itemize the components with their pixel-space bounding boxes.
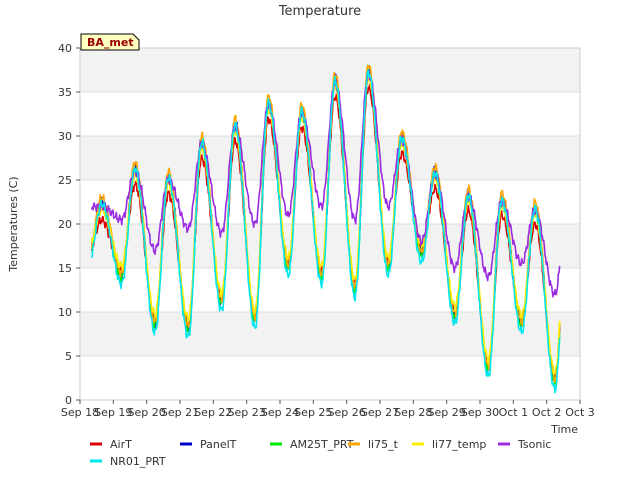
- legend-label: NR01_PRT: [110, 455, 166, 468]
- y-tick-label: 5: [65, 350, 72, 363]
- x-tick-label: Sep 27: [361, 406, 399, 419]
- legend-item-tsonic: Tsonic: [498, 438, 551, 451]
- station-badge: BA_met: [80, 33, 140, 51]
- x-tick-label: Sep 21: [161, 406, 199, 419]
- y-tick-label: 25: [58, 174, 72, 187]
- x-tick-label: Sep 30: [461, 406, 499, 419]
- x-tick-label: Oct 2: [532, 406, 562, 419]
- x-tick-label: Sep 23: [228, 406, 266, 419]
- x-tick-label: Sep 18: [61, 406, 99, 419]
- x-tick-label: Sep 20: [128, 406, 166, 419]
- plot-band: [80, 48, 580, 92]
- series-lines: [90, 64, 561, 394]
- series-line-tsonic: [90, 70, 561, 298]
- x-tick-label: Sep 24: [261, 406, 299, 419]
- y-tick-label: 40: [58, 42, 72, 55]
- y-tick-label: 20: [58, 218, 72, 231]
- x-tick-label: Sep 26: [328, 406, 366, 419]
- y-tick-label: 10: [58, 306, 72, 319]
- series-line-nr01-prt: [90, 68, 561, 394]
- legend-item-airt: AirT: [90, 438, 132, 451]
- y-axis-label: Temperatures (C): [7, 176, 20, 272]
- y-tick-label: 35: [58, 86, 72, 99]
- station-badge-label: BA_met: [87, 36, 134, 49]
- legend-label: Tsonic: [517, 438, 551, 451]
- legend-label: AM25T_PRT: [290, 438, 354, 451]
- x-tick-label: Sep 29: [428, 406, 466, 419]
- y-tick-label: 30: [58, 130, 72, 143]
- x-tick-label: Oct 3: [565, 406, 595, 419]
- legend-item-panelt: PanelT: [180, 438, 237, 451]
- y-tick-label: 15: [58, 262, 72, 275]
- station-badge-box: [80, 33, 140, 51]
- legend-label: PanelT: [200, 438, 237, 451]
- x-tick-label: Sep 19: [94, 406, 132, 419]
- plot-band: [80, 312, 580, 356]
- legend-item-li75-t: li75_t: [348, 438, 399, 451]
- y-tick-label: 0: [65, 394, 72, 407]
- legend-label: li75_t: [368, 438, 399, 451]
- x-axis-label: Time: [550, 423, 578, 436]
- chart-title: Temperature: [278, 4, 361, 19]
- legend-item-nr01-prt: NR01_PRT: [90, 455, 166, 468]
- x-tick-label: Sep 22: [194, 406, 232, 419]
- plot-band: [80, 224, 580, 268]
- legend: AirT PanelT AM25T_PRT li75_t li77_temp Tsonic…: [90, 438, 551, 468]
- y-axis-ticks: 0 5 10 15 20 25 30 35 40: [58, 42, 80, 407]
- legend-label: AirT: [110, 438, 132, 451]
- legend-item-li77-temp: li77_temp: [412, 438, 486, 451]
- x-tick-label: Sep 25: [294, 406, 332, 419]
- legend-label: li77_temp: [432, 438, 486, 451]
- x-tick-label: Oct 1: [499, 406, 529, 419]
- legend-item-am25t-prt: AM25T_PRT: [270, 438, 354, 451]
- x-tick-label: Sep 28: [394, 406, 432, 419]
